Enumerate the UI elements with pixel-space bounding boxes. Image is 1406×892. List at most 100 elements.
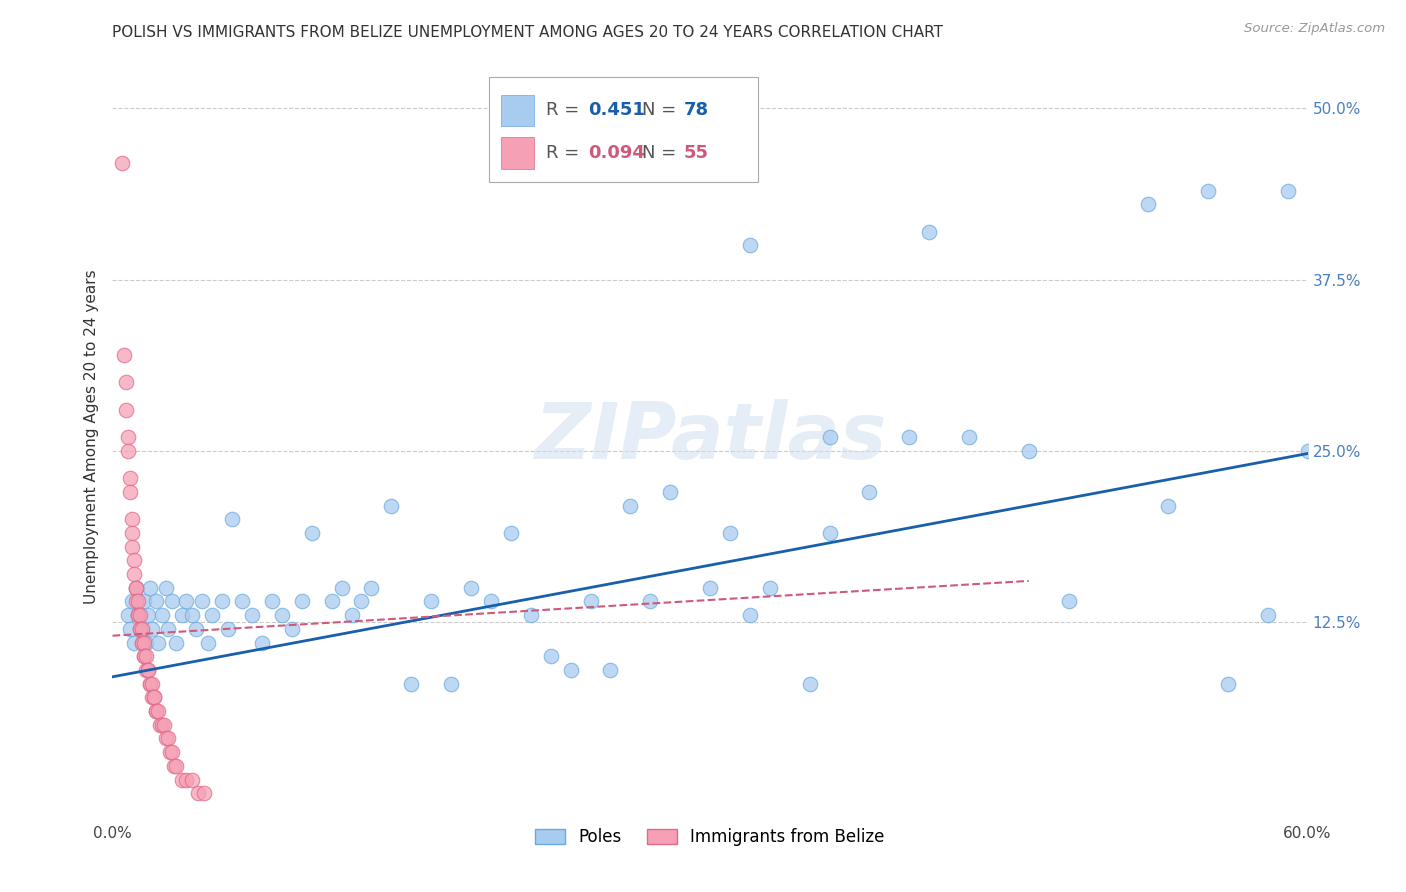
Point (217, 622, 239, 636)
Point (143, 690, 166, 705)
Point (125, 581, 148, 595)
Point (174, 594, 197, 608)
Point (460, 581, 482, 595)
Point (918, 225, 941, 239)
Point (138, 663, 160, 677)
Point (186, 622, 208, 636)
Point (125, 581, 148, 595)
Point (131, 622, 153, 636)
Point (111, 156, 134, 170)
Point (1216, 676, 1239, 690)
Point (165, 635, 187, 649)
Y-axis label: Unemployment Among Ages 20 to 24 years: Unemployment Among Ages 20 to 24 years (83, 269, 98, 605)
Point (181, 772, 204, 787)
Point (129, 622, 152, 636)
Text: 78: 78 (683, 102, 709, 120)
Point (1277, 184, 1299, 198)
Point (148, 635, 170, 649)
Point (129, 608, 152, 623)
Point (738, 238, 761, 252)
Point (155, 581, 177, 595)
Point (125, 594, 148, 608)
Point (127, 608, 149, 623)
Point (121, 594, 143, 608)
Point (120, 484, 142, 499)
Point (193, 786, 215, 800)
Point (124, 553, 146, 567)
Point (181, 608, 204, 623)
FancyBboxPatch shape (489, 77, 758, 182)
Point (340, 608, 363, 623)
Point (134, 594, 156, 608)
Point (162, 745, 183, 759)
Point (135, 635, 157, 649)
Text: POLISH VS IMMIGRANTS FROM BELIZE UNEMPLOYMENT AMONG AGES 20 TO 24 YEARS CORRELAT: POLISH VS IMMIGRANTS FROM BELIZE UNEMPLO… (112, 25, 943, 40)
Point (131, 635, 153, 649)
Point (738, 608, 761, 623)
Point (540, 649, 562, 664)
Point (153, 717, 176, 731)
Point (599, 663, 621, 677)
Point (115, 402, 138, 417)
Point (131, 622, 153, 636)
Point (759, 581, 782, 595)
Point (560, 663, 582, 677)
Point (141, 690, 163, 705)
Text: Source: ZipAtlas.com: Source: ZipAtlas.com (1244, 22, 1385, 36)
Point (145, 594, 167, 608)
Point (1157, 499, 1180, 513)
Legend: Poles, Immigrants from Belize: Poles, Immigrants from Belize (527, 820, 893, 855)
Point (401, 676, 423, 690)
Point (380, 499, 402, 513)
Point (321, 594, 343, 608)
Point (659, 484, 682, 499)
Point (1018, 443, 1040, 458)
Point (139, 581, 162, 595)
Point (520, 608, 543, 623)
Point (139, 676, 162, 690)
Text: 0.094: 0.094 (588, 144, 645, 161)
Point (157, 622, 180, 636)
Point (197, 635, 219, 649)
Point (1257, 608, 1279, 623)
Point (129, 622, 152, 636)
Point (898, 430, 921, 444)
Point (114, 348, 135, 362)
Point (120, 622, 142, 636)
Point (121, 526, 143, 541)
Point (1137, 197, 1160, 211)
Point (1057, 594, 1080, 608)
Point (127, 608, 149, 623)
Point (157, 731, 180, 746)
Point (172, 772, 194, 787)
Point (149, 717, 172, 731)
Point (250, 635, 273, 649)
Point (350, 594, 373, 608)
Point (174, 772, 197, 787)
Point (141, 622, 163, 636)
Point (619, 499, 641, 513)
Point (291, 594, 314, 608)
Point (141, 676, 163, 690)
Text: ZIPatlas: ZIPatlas (534, 399, 886, 475)
Point (1197, 184, 1219, 198)
Point (131, 635, 153, 649)
Point (124, 567, 146, 582)
Point (640, 594, 662, 608)
Point (187, 786, 209, 800)
Point (281, 622, 304, 636)
Point (191, 594, 214, 608)
Point (699, 581, 721, 595)
Point (159, 745, 181, 759)
Point (155, 731, 177, 746)
Point (420, 594, 443, 608)
Point (818, 430, 841, 444)
Point (124, 635, 146, 649)
Point (579, 594, 602, 608)
Point (117, 430, 139, 444)
Point (499, 526, 522, 541)
Point (121, 512, 143, 526)
Point (143, 690, 166, 705)
Point (121, 540, 143, 554)
Point (145, 704, 167, 718)
